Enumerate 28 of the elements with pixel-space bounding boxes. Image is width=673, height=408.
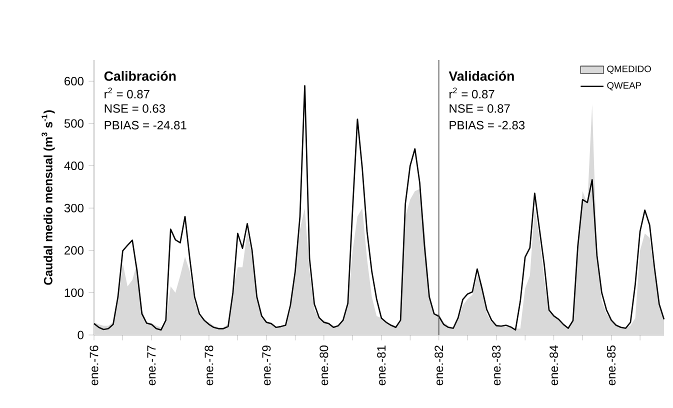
legend-label: QWEAP <box>607 82 642 90</box>
x-tick-label: ene.-80 <box>320 346 328 386</box>
x-tick-label: ene.-84 <box>550 345 558 386</box>
annotation: Validación <box>448 70 514 81</box>
y-tick-label: 300 <box>64 204 84 212</box>
annotation: PBIAS = -2.83 <box>450 120 525 130</box>
y-tick-label: 100 <box>64 288 84 297</box>
y-axis-title: Caudal medio mensual (m$^{3}$ s$^{-1}$) <box>42 110 55 285</box>
x-tick-label: ene.-77 <box>147 346 156 386</box>
y-tick-label: 200 <box>64 246 84 255</box>
annotation: NSE = 0.63 <box>104 104 166 113</box>
x-tick-label: ene.-79 <box>262 346 271 386</box>
annotation: NSE = 0.87 <box>450 104 510 113</box>
y-tick-label: 400 <box>64 162 84 170</box>
annotation: r$^{2}$ = 0.87 <box>450 88 494 98</box>
annotation: Calibración <box>104 70 176 81</box>
x-tick-label: ene.-82 <box>434 346 444 386</box>
y-tick-label: 600 <box>64 76 84 86</box>
y-tick-label: 500 <box>64 119 84 128</box>
x-tick-label: ene.-78 <box>204 346 214 386</box>
x-tick-label: ene.-76 <box>90 346 98 386</box>
annotation: PBIAS = -24.81 <box>104 120 186 130</box>
annotation: r$^{2}$ = 0.87 <box>104 88 150 98</box>
legend-label: QMEDIDO <box>607 66 651 74</box>
y-tick-label: 0 <box>78 330 84 340</box>
x-tick-label: ene.-81 <box>377 346 386 386</box>
x-tick-label: ene.-85 <box>607 346 616 386</box>
x-tick-label: ene.-83 <box>492 346 501 386</box>
